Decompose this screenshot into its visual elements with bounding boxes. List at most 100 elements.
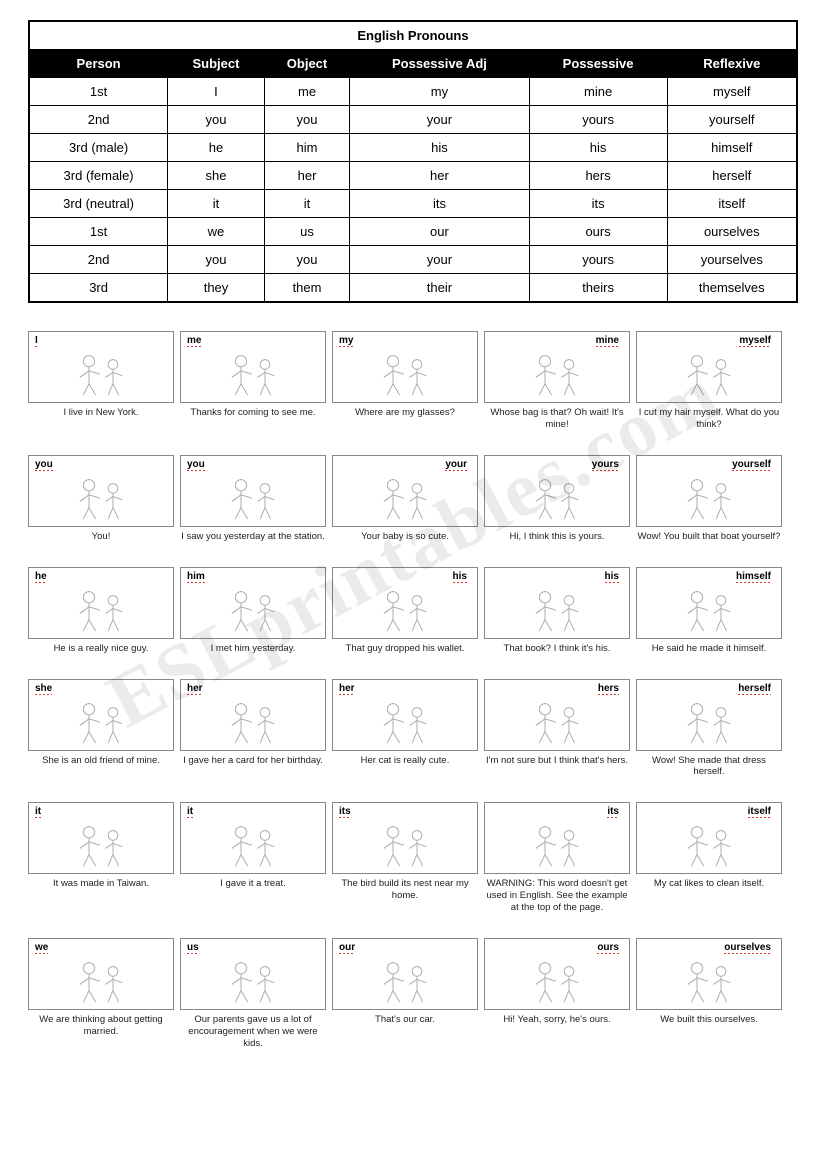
example-card: your Your baby is so cute. [332,455,478,543]
card-pronoun-label: myself [739,335,771,346]
example-card: it I gave it a treat. [180,802,326,914]
card-caption: I met him yesterday. [180,643,326,655]
table-cell: you [264,246,349,274]
example-card: yours Hi, I think this is yours. [484,455,630,543]
table-row: 2ndyouyouyouryoursyourselves [29,246,797,274]
table-cell: their [350,274,529,303]
table-cell: I [168,78,265,106]
card-caption: Your baby is so cute. [332,531,478,543]
table-cell: your [350,106,529,134]
table-cell: it [264,190,349,218]
card-pronoun-label: it [187,806,193,817]
table-row: 1stweusouroursourselves [29,218,797,246]
example-card: her Her cat is really cute. [332,679,478,779]
example-card: hers I'm not sure but I think that's her… [484,679,630,779]
card-box: him [180,567,326,639]
table-row: 3rdtheythemtheirtheirsthemselves [29,274,797,303]
example-card: you You! [28,455,174,543]
card-caption: He is a really nice guy. [28,643,174,655]
col-reflexive: Reflexive [667,50,797,78]
card-box: its [332,802,478,874]
card-box: you [28,455,174,527]
example-card: he He is a really nice guy. [28,567,174,655]
card-caption: It was made in Taiwan. [28,878,174,890]
card-box: we [28,938,174,1010]
card-row: it It was made in Taiwan. it [28,802,798,914]
table-cell: 2nd [29,246,168,274]
col-possessive: Possessive [529,50,667,78]
table-cell: herself [667,162,797,190]
card-caption: Hi! Yeah, sorry, he's ours. [484,1014,630,1026]
table-cell: his [529,134,667,162]
table-cell: myself [667,78,797,106]
table-cell: yours [529,106,667,134]
card-box: he [28,567,174,639]
table-cell: itself [667,190,797,218]
card-box: ourselves [636,938,782,1010]
example-card: she She is an old friend of mine. [28,679,174,779]
col-possessive-adj: Possessive Adj [350,50,529,78]
card-pronoun-label: her [339,683,355,694]
table-cell: he [168,134,265,162]
card-box: hers [484,679,630,751]
card-caption: Where are my glasses? [332,407,478,419]
card-caption: Her cat is really cute. [332,755,478,767]
card-box: yours [484,455,630,527]
table-cell: 2nd [29,106,168,134]
card-pronoun-label: yours [592,459,619,470]
example-card: ourselves We built this ourselves. [636,938,782,1050]
card-pronoun-label: my [339,335,353,346]
table-cell: 3rd [29,274,168,303]
table-cell: her [264,162,349,190]
table-title: English Pronouns [29,21,797,50]
example-card: myself I cut my hair myself. What do you… [636,331,782,431]
table-cell: them [264,274,349,303]
card-box: his [332,567,478,639]
table-cell: his [350,134,529,162]
table-cell: himself [667,134,797,162]
table-cell: you [168,246,265,274]
card-caption: Thanks for coming to see me. [180,407,326,419]
card-caption: Wow! She made that dress herself. [636,755,782,779]
card-caption: Our parents gave us a lot of encourageme… [180,1014,326,1050]
card-pronoun-label: our [339,942,355,953]
card-box: it [180,802,326,874]
card-box: your [332,455,478,527]
table-cell: him [264,134,349,162]
card-box: it [28,802,174,874]
table-cell: mine [529,78,667,106]
card-pronoun-label: ours [597,942,619,953]
card-caption: That book? I think it's his. [484,643,630,655]
table-cell: she [168,162,265,190]
card-caption: I gave it a treat. [180,878,326,890]
example-card: its WARNING: This word doesn't get used … [484,802,630,914]
card-pronoun-label: your [445,459,467,470]
card-caption: The bird build its nest near my home. [332,878,478,902]
card-box: her [332,679,478,751]
card-pronoun-label: me [187,335,201,346]
table-cell: 3rd (male) [29,134,168,162]
pronouns-table: English Pronouns Person Subject Object P… [28,20,798,303]
card-caption: Hi, I think this is yours. [484,531,630,543]
card-caption: I saw you yesterday at the station. [180,531,326,543]
table-cell: it [168,190,265,218]
table-cell: themselves [667,274,797,303]
card-caption: WARNING: This word doesn't get used in E… [484,878,630,914]
card-pronoun-label: she [35,683,52,694]
card-caption: You! [28,531,174,543]
example-card: us Our parents gave us a lot of encourag… [180,938,326,1050]
card-box: you [180,455,326,527]
card-caption: That's our car. [332,1014,478,1026]
table-row: 3rd (male)hehimhishishimself [29,134,797,162]
col-person: Person [29,50,168,78]
card-box: her [180,679,326,751]
col-object: Object [264,50,349,78]
card-pronoun-label: himself [736,571,771,582]
example-card: his That guy dropped his wallet. [332,567,478,655]
card-row: we We are thinking about getting married… [28,938,798,1050]
card-box: his [484,567,630,639]
card-pronoun-label: he [35,571,47,582]
card-pronoun-label: his [605,571,619,582]
table-cell: 3rd (female) [29,162,168,190]
card-caption: We built this ourselves. [636,1014,782,1026]
